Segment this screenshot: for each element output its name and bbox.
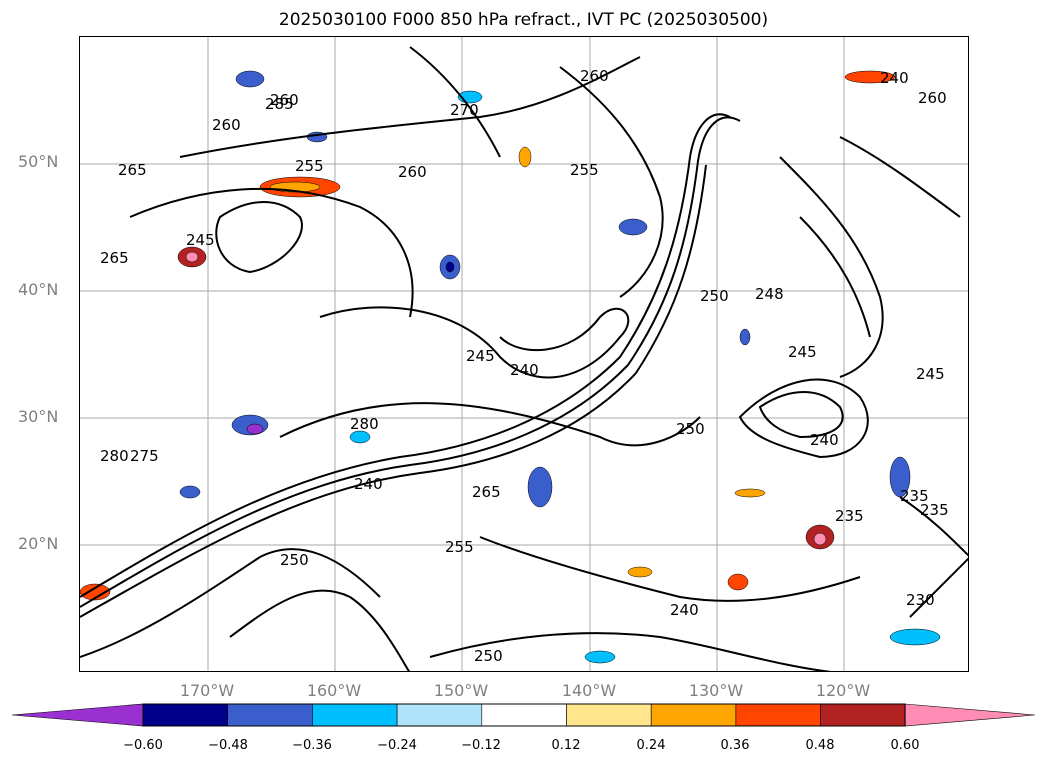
contour-label: 260 (212, 116, 241, 134)
contour-label: 285 (265, 95, 294, 113)
colorbar-tick: 0.36 (720, 738, 750, 753)
lat-label-50n: 50°N (18, 152, 59, 171)
colorbar-extend-high (904, 703, 1036, 727)
colorbar-segment (650, 703, 737, 727)
contour-label: 255 (295, 157, 324, 175)
contour-label: 260 (580, 67, 609, 85)
contour-label: 275 (130, 447, 159, 465)
lon-label-130w: 130°W (688, 681, 744, 700)
map-canvas: 260 270 285 255 260 265 260 245 265 255 … (80, 37, 968, 671)
contour-label: 245 (916, 365, 945, 383)
refractivity-contours (80, 46, 968, 671)
colorbar-segment (481, 703, 567, 727)
contour-label: 245 (788, 343, 817, 361)
colorbar-segment (396, 703, 483, 727)
colorbar-tick: −0.48 (208, 738, 248, 753)
colorbar-extend-low (11, 703, 144, 727)
contour-label: 265 (100, 249, 129, 267)
contour-label: 265 (472, 483, 501, 501)
lon-label-160w: 160°W (306, 681, 362, 700)
contour-label: 240 (880, 69, 909, 87)
colorbar-tick: 0.24 (636, 738, 666, 753)
lat-label-30n: 30°N (18, 407, 59, 426)
contour-label: 240 (354, 475, 383, 493)
lat-label-20n: 20°N (18, 534, 59, 553)
contour-label: 250 (280, 551, 309, 569)
map-plot-area: 260 270 285 255 260 265 260 245 265 255 … (79, 36, 969, 672)
colorbar-tick: 0.12 (551, 738, 581, 753)
colorbar-segment (566, 703, 652, 727)
colorbar-segment (312, 703, 398, 727)
lon-label-170w: 170°W (179, 681, 235, 700)
refractivity-anomaly-fills (80, 70, 941, 664)
map-title: 2025030100 F000 850 hPa refract., IVT PC… (278, 10, 769, 30)
contour-label: 245 (186, 231, 215, 249)
colorbar-segment (820, 703, 906, 727)
contour-label: 240 (670, 601, 699, 619)
lat-label-40n: 40°N (18, 280, 59, 299)
colorbar-tick: 0.60 (890, 738, 920, 753)
colorbar-tick: −0.36 (292, 738, 332, 753)
contour-label: 255 (445, 538, 474, 556)
contour-label: 230 (906, 591, 935, 609)
lon-label-150w: 150°W (433, 681, 489, 700)
contour-label: 250 (474, 647, 503, 665)
colorbar-segment (735, 703, 821, 727)
contour-label: 235 (835, 507, 864, 525)
colorbar-segment (227, 703, 313, 727)
contour-label: 280 (100, 447, 129, 465)
contour-label: 265 (118, 161, 147, 179)
lon-label-120w: 120°W (815, 681, 871, 700)
contour-label: 270 (450, 101, 479, 119)
colorbar-tick: −0.60 (123, 738, 163, 753)
contour-label: 250 (676, 420, 705, 438)
contour-label: 250 (700, 287, 729, 305)
contour-value-labels: 260 270 285 255 260 265 260 245 265 255 … (100, 67, 949, 665)
contour-label: 235 (920, 501, 949, 519)
contour-label: 240 (510, 361, 539, 379)
colorbar-tick: −0.12 (461, 738, 501, 753)
contour-label: 260 (918, 89, 947, 107)
colorbar-tick: −0.24 (377, 738, 417, 753)
colorbar-tick: 0.48 (805, 738, 835, 753)
contour-label: 248 (755, 285, 784, 303)
contour-label: 280 (350, 415, 379, 433)
lon-label-140w: 140°W (561, 681, 617, 700)
graticule (80, 37, 968, 671)
contour-label: 255 (570, 161, 599, 179)
contour-label: 240 (810, 431, 839, 449)
contour-label: 260 (398, 163, 427, 181)
colorbar-segment (142, 703, 228, 727)
contour-label: 245 (466, 347, 495, 365)
contour-label: 235 (900, 487, 929, 505)
colorbar (11, 703, 1036, 727)
contour-label: 260 (270, 91, 299, 109)
